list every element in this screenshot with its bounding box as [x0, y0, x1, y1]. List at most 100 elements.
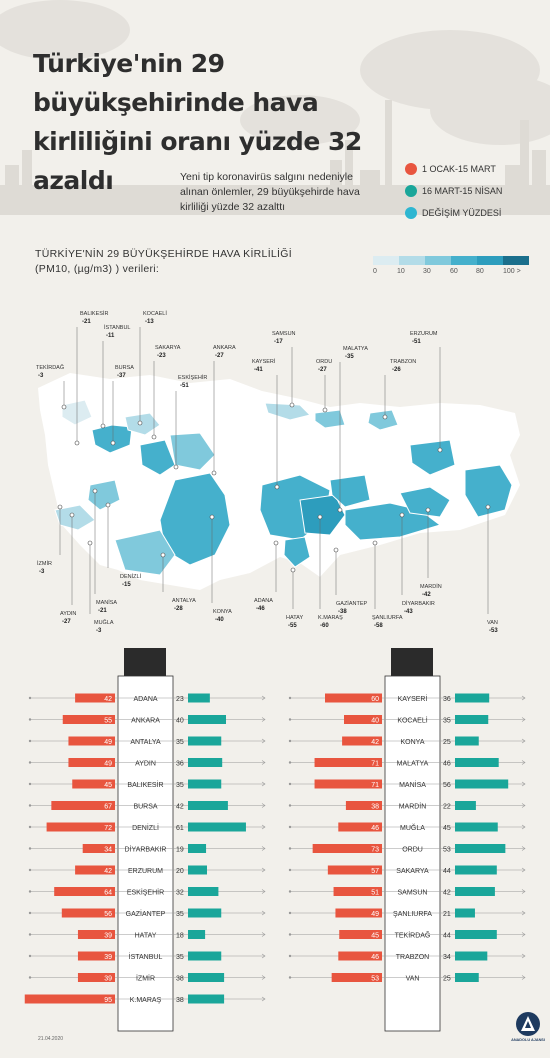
- logo-text: ANADOLU AJANSI: [511, 1038, 545, 1042]
- row-city-label: KONYA: [401, 739, 425, 746]
- bar-period-2-value: 25: [443, 976, 451, 983]
- chart-label-column: [384, 675, 441, 1032]
- row-axis-start: [288, 847, 292, 850]
- row-arrow-icon: [261, 932, 266, 937]
- map-city-value: -41: [254, 367, 263, 373]
- bar-period-1-value: 71: [371, 782, 379, 789]
- bar-period-2-value: 35: [176, 911, 184, 918]
- map-city-dot: [437, 447, 443, 453]
- bar-period-2-value: 61: [176, 825, 184, 832]
- map-city-dot: [399, 512, 405, 518]
- map-city-value: -21: [82, 319, 91, 325]
- province-shape: [159, 472, 231, 566]
- bar-period-1: [339, 930, 382, 939]
- bar-period-2: [188, 930, 206, 939]
- bar-period-1: [331, 973, 382, 982]
- map-city-value: -53: [489, 628, 498, 634]
- map-city-value: -3: [96, 628, 102, 634]
- bar-period-1-value: 39: [104, 976, 112, 983]
- bar-period-2-value: 19: [176, 847, 184, 854]
- page-title: Türkiye'nin 29 büyükşehirinde hava kirli…: [33, 49, 362, 195]
- map-label-24: K.MARAŞ -60: [317, 514, 343, 629]
- bar-period-1: [335, 908, 382, 918]
- map-city-dot: [57, 504, 63, 510]
- row-axis-start: [28, 954, 32, 958]
- bar-period-1: [82, 844, 115, 853]
- chart-row: 39 İZMİR 38: [28, 973, 266, 983]
- bar-period-1: [338, 822, 382, 832]
- map-label-29: VAN -53: [485, 504, 498, 634]
- bar-period-1: [314, 779, 382, 789]
- map-city-name: SAKARYA: [155, 345, 181, 351]
- chart-row: 45 TEKİRDAĞ 44: [288, 930, 526, 940]
- bar-period-2-value: 20: [176, 868, 184, 875]
- row-axis-start: [28, 847, 32, 850]
- row-city-label: GAZİANTEP: [126, 909, 166, 918]
- bar-period-1: [68, 736, 115, 746]
- province-shape: [139, 439, 176, 476]
- province-shape: [169, 432, 216, 471]
- map-city-name: DENİZLİ: [120, 573, 142, 580]
- bar-period-1-value: 49: [371, 911, 379, 918]
- map-city-value: -46: [256, 606, 265, 612]
- map-label-14: ERZURUM -51: [410, 331, 443, 453]
- map-city-dot: [372, 540, 378, 546]
- bar-period-2-value: 35: [443, 718, 451, 725]
- map-city-dot: [92, 488, 98, 494]
- bar-period-1-value: 57: [371, 868, 379, 875]
- bar-period-2-value: 23: [176, 696, 184, 703]
- row-arrow-icon: [521, 867, 526, 873]
- map-city-value: -21: [98, 608, 107, 614]
- row-axis-start: [288, 804, 292, 807]
- row-arrow-icon: [521, 889, 526, 894]
- scale-tick-label: 100 >: [503, 268, 521, 275]
- map-city-dot: [211, 470, 217, 476]
- map-city-value: -51: [180, 383, 189, 389]
- map-city-name: KONYA: [213, 609, 232, 615]
- chart-row: 39 İSTANBUL 35: [28, 951, 266, 961]
- chart-row: 49 AYDIN 36: [28, 758, 266, 768]
- map-city-dot: [61, 404, 67, 410]
- bar-period-2: [455, 801, 476, 810]
- map-label-1: BALIKESİR -21: [74, 310, 108, 446]
- bar-period-2: [188, 887, 219, 896]
- map-label-27: DİYARBAKIR -43: [399, 512, 435, 615]
- bar-period-2-value: 36: [443, 696, 451, 703]
- bar-period-1-value: 56: [104, 911, 112, 918]
- row-arrow-icon: [261, 695, 266, 701]
- map-label-13: TRABZON -26: [382, 359, 416, 420]
- map-city-name: K.MARAŞ: [318, 615, 343, 621]
- color-scale: 0 10 30 60 80 100 >: [373, 256, 533, 277]
- map-city-name: KOCAELİ: [143, 310, 167, 317]
- row-axis-start: [28, 868, 32, 872]
- bar-period-2-value: 42: [443, 890, 451, 897]
- map-city-name: ERZURUM: [410, 331, 438, 337]
- scale-tick-label: 30: [423, 268, 431, 275]
- map-label-5: BURSA -37: [110, 365, 134, 446]
- bar-period-1: [75, 693, 115, 703]
- map-city-dot: [382, 414, 388, 420]
- row-city-label: AYDIN: [135, 761, 156, 768]
- map-city-value: -51: [412, 339, 421, 345]
- row-axis-start: [288, 825, 292, 829]
- map-label-21: KONYA -40: [209, 514, 232, 623]
- map-city-value: -3: [38, 373, 44, 379]
- skyline-illustration: [0, 0, 550, 215]
- map-city-dot: [100, 423, 106, 429]
- chart-row: 71 MALATYA 46: [288, 758, 526, 768]
- bar-period-1-value: 38: [371, 804, 379, 811]
- province-shape: [283, 536, 311, 568]
- bar-period-1-value: 67: [104, 804, 112, 811]
- map-city-value: -27: [215, 353, 224, 359]
- legend-label: 1 OCAK-15 MART: [422, 164, 496, 174]
- legend-label: DEĞİŞİM YÜZDESİ: [422, 208, 502, 218]
- map-city-value: -35: [345, 354, 354, 360]
- bar-period-1: [325, 693, 382, 703]
- bar-period-2: [188, 758, 223, 767]
- map-city-name: İZMİR: [37, 560, 52, 567]
- bar-period-1: [314, 758, 382, 767]
- row-city-label: İSTANBUL: [129, 952, 163, 961]
- map-label-11: ORDU -27: [316, 359, 332, 413]
- bar-period-1-value: 45: [371, 933, 379, 940]
